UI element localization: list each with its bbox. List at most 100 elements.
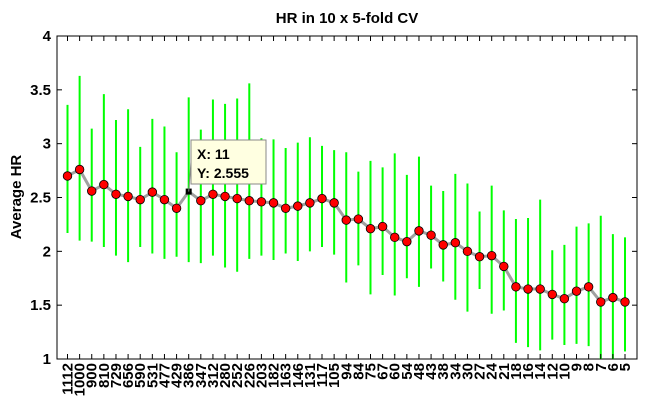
x-tick-label: 30 bbox=[459, 363, 476, 380]
x-tick-label: 386 bbox=[181, 363, 198, 388]
y-tick-label: 1 bbox=[43, 351, 51, 368]
x-tick-label: 48 bbox=[411, 363, 428, 380]
x-tick-label: 203 bbox=[253, 363, 270, 388]
x-tick-label: 60 bbox=[387, 363, 404, 380]
data-point bbox=[171, 203, 182, 213]
data-point bbox=[196, 196, 206, 206]
x-tick-label: 38 bbox=[435, 363, 452, 380]
x-tick-label: 656 bbox=[120, 363, 137, 388]
data-point bbox=[620, 297, 630, 307]
data-point bbox=[365, 224, 376, 234]
x-tick-label: 6 bbox=[605, 363, 622, 371]
data-point bbox=[87, 186, 97, 196]
data-point bbox=[329, 198, 339, 208]
x-tick-label: 12 bbox=[544, 363, 561, 380]
data-point bbox=[583, 282, 594, 292]
x-tick-label: 9 bbox=[569, 363, 586, 371]
data-point bbox=[571, 286, 582, 296]
x-axis: 1112100090081072965659053147742938634731… bbox=[60, 36, 634, 396]
data-point bbox=[608, 292, 618, 303]
data-point bbox=[208, 189, 218, 199]
x-tick-label: 182 bbox=[266, 363, 283, 388]
data-point bbox=[74, 164, 85, 175]
x-tick-label: 54 bbox=[399, 362, 416, 379]
data-point bbox=[62, 171, 73, 181]
y-tick-label: 2 bbox=[43, 243, 51, 260]
x-tick-label: 94 bbox=[338, 362, 355, 379]
data-point bbox=[317, 193, 327, 204]
data-point bbox=[341, 215, 351, 225]
data-point bbox=[438, 240, 448, 250]
x-tick-label: 16 bbox=[520, 363, 537, 380]
y-tick-label: 2.5 bbox=[30, 190, 51, 207]
data-point bbox=[305, 198, 315, 208]
data-point bbox=[390, 232, 400, 243]
x-tick-label: 146 bbox=[290, 363, 307, 388]
chart-title: HR in 10 x 5-fold CV bbox=[276, 10, 419, 27]
data-tip-connector bbox=[188, 161, 192, 192]
x-tick-label: 280 bbox=[217, 363, 234, 388]
x-tick-label: 43 bbox=[423, 363, 440, 380]
data-point bbox=[499, 261, 509, 272]
y-axis-label: Average HR bbox=[8, 155, 25, 240]
data-point bbox=[559, 294, 570, 304]
x-tick-label: 7 bbox=[593, 363, 610, 371]
data-point bbox=[159, 194, 170, 205]
y-tick-label: 1.5 bbox=[30, 297, 51, 314]
x-tick-label: 34 bbox=[447, 362, 464, 379]
x-tick-label: 75 bbox=[362, 363, 379, 380]
data-point bbox=[414, 226, 424, 236]
x-tick-label: 10 bbox=[556, 363, 573, 380]
x-tick-label: 1000 bbox=[72, 363, 89, 396]
x-tick-label: 14 bbox=[532, 362, 549, 379]
y-tick-label: 3.5 bbox=[30, 82, 51, 99]
data-point bbox=[596, 297, 606, 307]
x-tick-label: 347 bbox=[193, 363, 210, 388]
data-point bbox=[123, 191, 133, 202]
data-tip-y: Y: 2.555 bbox=[197, 165, 249, 181]
x-tick-label: 8 bbox=[581, 363, 598, 371]
data-point bbox=[450, 238, 461, 248]
x-tick-label: 24 bbox=[484, 362, 501, 379]
data-point bbox=[547, 289, 557, 300]
data-point bbox=[462, 246, 473, 257]
x-tick-label: 729 bbox=[108, 363, 125, 388]
data-point bbox=[232, 193, 242, 204]
data-point bbox=[220, 191, 230, 202]
data-tip-box[interactable] bbox=[190, 139, 267, 185]
data-point bbox=[377, 221, 388, 232]
x-tick-label: 18 bbox=[508, 363, 525, 380]
y-axis: 1 1.5 2 2.5 3 3.5 4 bbox=[30, 28, 637, 368]
data-point bbox=[135, 194, 145, 205]
data-point bbox=[402, 236, 412, 247]
y-tick-label: 4 bbox=[43, 28, 52, 45]
data-point bbox=[511, 282, 521, 292]
x-tick-label: 810 bbox=[96, 363, 113, 388]
x-tick-label: 900 bbox=[84, 363, 101, 388]
x-tick-label: 27 bbox=[472, 363, 489, 380]
x-tick-label: 312 bbox=[205, 363, 222, 388]
x-tick-label: 531 bbox=[144, 363, 161, 388]
x-tick-label: 67 bbox=[375, 363, 392, 380]
data-point bbox=[353, 214, 364, 224]
data-point bbox=[268, 198, 279, 208]
x-tick-label: 590 bbox=[132, 363, 149, 388]
x-tick-label: 163 bbox=[278, 363, 295, 388]
data-point bbox=[99, 179, 109, 190]
data-point bbox=[486, 250, 497, 261]
data-point bbox=[426, 230, 436, 240]
data-point bbox=[474, 252, 485, 262]
x-tick-label: 5 bbox=[617, 363, 634, 371]
x-tick-label: 84 bbox=[350, 362, 367, 379]
data-point bbox=[256, 197, 267, 207]
x-tick-label: 226 bbox=[241, 363, 258, 388]
x-tick-label: 477 bbox=[156, 363, 173, 388]
data-point bbox=[523, 284, 533, 294]
data-tip[interactable]: X: 11 Y: 2.555 bbox=[188, 139, 267, 192]
data-point bbox=[280, 203, 291, 213]
data-markers bbox=[62, 164, 630, 307]
x-tick-label: 1112 bbox=[60, 363, 77, 395]
data-tip-x: X: 11 bbox=[197, 146, 230, 162]
x-tick-label: 252 bbox=[229, 363, 246, 388]
data-point bbox=[293, 201, 303, 211]
